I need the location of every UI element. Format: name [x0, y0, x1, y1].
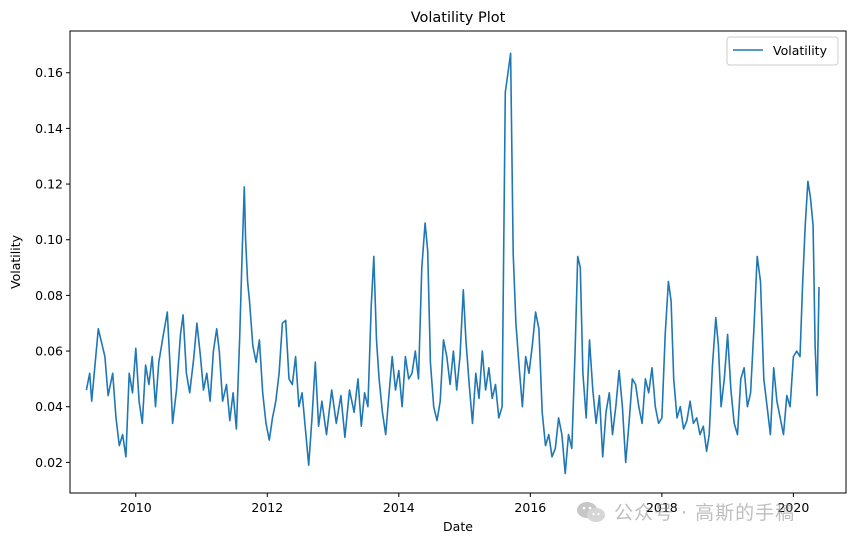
x-tick-label: 2018 — [646, 500, 678, 515]
plot-frame — [69, 30, 847, 494]
y-tick-label: 0.14 — [35, 121, 63, 136]
watermark-text: 公众号 · 高斯的手稿 — [614, 502, 796, 524]
x-tick-label: 2016 — [514, 500, 546, 515]
watermark: 公众号 · 高斯的手稿 — [576, 498, 795, 525]
legend-label: Volatility — [773, 43, 828, 58]
y-axis-ticks: 0.02 0.04 0.06 0.08 0.10 0.12 0.14 0.16 — [35, 65, 70, 470]
x-tick-label: 2010 — [120, 500, 152, 515]
y-tick-label: 0.06 — [35, 344, 63, 359]
y-tick-label: 0.08 — [35, 288, 63, 303]
wechat-icon — [577, 501, 605, 522]
y-tick-label: 0.12 — [35, 177, 63, 192]
x-axis-ticks: 2010 2012 2014 2016 2018 2020 — [120, 493, 809, 515]
x-tick-label: 2014 — [383, 500, 415, 515]
y-tick-label: 0.16 — [35, 65, 63, 80]
legend: Volatility — [726, 36, 839, 66]
x-tick-label: 2020 — [777, 500, 809, 515]
chart-title: Volatility Plot — [411, 10, 506, 26]
volatility-line — [85, 52, 820, 475]
y-tick-label: 0.04 — [35, 399, 63, 414]
y-tick-label: 0.10 — [35, 232, 63, 247]
x-tick-label: 2012 — [251, 500, 283, 515]
legend-box — [726, 36, 839, 66]
plot-area — [70, 31, 846, 493]
x-axis-title: Date — [443, 519, 473, 534]
y-tick-label: 0.02 — [35, 455, 63, 470]
y-axis-title: Volatility — [8, 234, 23, 289]
